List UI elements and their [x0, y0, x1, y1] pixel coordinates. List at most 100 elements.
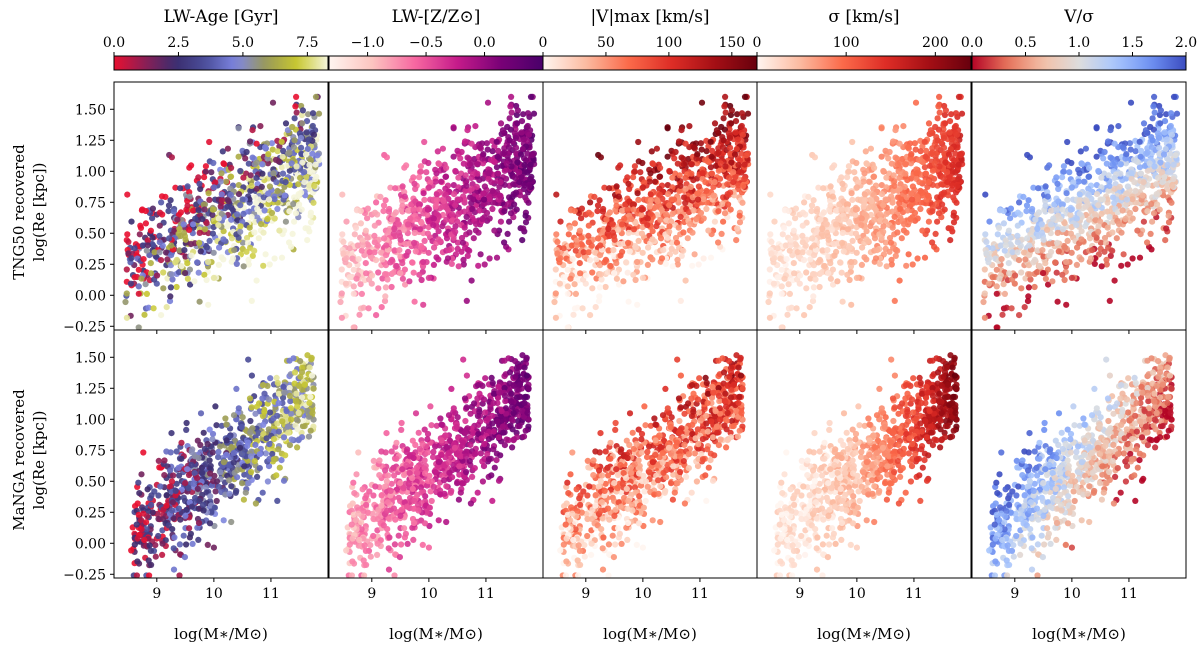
scatter-point	[682, 174, 689, 181]
scatter-point	[848, 258, 855, 266]
scatter-point	[676, 138, 683, 145]
scatter-point	[938, 191, 945, 198]
scatter-point	[1023, 208, 1030, 215]
scatter-point	[838, 269, 845, 276]
scatter-point	[669, 174, 676, 181]
scatter-point	[365, 305, 372, 312]
scatter-point	[266, 183, 273, 190]
scatter-point	[366, 249, 373, 256]
scatter-point	[862, 148, 869, 155]
scatter-point	[1078, 256, 1085, 263]
scatter-point	[258, 183, 265, 190]
scatter-point	[861, 170, 868, 177]
scatter-point	[307, 219, 315, 226]
scatter-point	[265, 190, 272, 197]
scatter-point	[647, 197, 655, 204]
scatter-point	[732, 129, 739, 136]
scatter-point	[196, 239, 203, 246]
scatter-point	[883, 210, 890, 217]
scatter-point	[727, 206, 734, 213]
scatter-point	[315, 110, 323, 117]
scatter-point	[1042, 260, 1049, 267]
scatter-points	[337, 93, 538, 330]
scatter-point	[924, 183, 931, 190]
scatter-point	[243, 248, 250, 255]
scatter-point	[625, 229, 632, 236]
scatter-point	[1085, 191, 1092, 198]
scatter-point	[585, 239, 592, 246]
scatter-point	[1055, 248, 1062, 255]
scatter-point	[626, 248, 633, 255]
scatter-point	[524, 110, 532, 117]
scatter-point	[379, 256, 386, 263]
scatter-point	[552, 290, 559, 297]
scatter-point	[1118, 262, 1125, 269]
scatter-point	[710, 183, 717, 190]
scatter-point	[726, 134, 734, 142]
scatter-point	[1028, 208, 1035, 215]
scatter-point	[1146, 160, 1153, 167]
scatter-point	[825, 270, 832, 277]
scatter-point	[888, 256, 895, 263]
scatter-point	[1118, 229, 1125, 236]
scatter-point	[915, 156, 923, 163]
scatter-point	[191, 278, 198, 285]
scatter-point	[420, 301, 427, 308]
scatter-point	[569, 256, 576, 263]
scatter-point	[738, 150, 745, 157]
scatter-point	[860, 178, 867, 185]
scatter-point	[489, 148, 496, 155]
scatter-point	[1076, 191, 1083, 198]
scatter-point	[430, 215, 437, 222]
scatter-point	[1024, 298, 1032, 305]
scatter-point	[923, 147, 930, 154]
scatter-point	[630, 174, 637, 181]
scatter-point	[564, 266, 571, 273]
scatter-point	[176, 247, 183, 254]
scatter-point	[224, 223, 231, 230]
scatter-point	[799, 249, 806, 256]
scatter-point	[790, 260, 797, 267]
scatter-point	[1018, 269, 1025, 276]
scatter-point	[1046, 162, 1053, 169]
scatter-point	[900, 123, 907, 130]
scatter-point	[201, 206, 208, 213]
scatter-point	[364, 205, 371, 212]
scatter-point	[357, 220, 364, 227]
scatter-point	[552, 314, 560, 321]
y-tick-label: 0.00	[75, 288, 106, 304]
scatter-point	[1014, 209, 1022, 216]
scatter-point	[1106, 213, 1113, 220]
scatter-point	[1144, 239, 1151, 246]
scatter-point	[645, 244, 652, 251]
scatter-point	[684, 235, 691, 242]
scatter-point	[452, 228, 459, 235]
scatter-point	[505, 200, 512, 208]
scatter-point	[768, 250, 775, 257]
scatter-point	[736, 157, 744, 164]
scatter-point	[934, 115, 941, 122]
scatter-point	[170, 208, 177, 215]
scatter-point	[1040, 236, 1047, 243]
scatter-point	[909, 261, 916, 268]
scatter-point	[786, 290, 794, 297]
colorbar-gradient	[328, 55, 544, 71]
scatter-point	[810, 197, 817, 204]
scatter-point	[251, 247, 258, 254]
scatter-point	[810, 293, 817, 300]
scatter-point	[387, 184, 394, 191]
scatter-point	[243, 148, 250, 156]
scatter-point	[174, 216, 181, 223]
scatter-point	[738, 110, 746, 117]
scatter-point	[514, 159, 521, 166]
scatter-point	[901, 161, 909, 168]
scatter-point	[497, 179, 504, 186]
scatter-point	[728, 107, 736, 114]
scatter-point	[1172, 152, 1179, 159]
scatter-point	[1111, 174, 1118, 181]
scatter-point	[720, 218, 727, 225]
scatter-point	[1137, 153, 1144, 160]
scatter-point	[625, 180, 632, 187]
scatter-point	[811, 154, 819, 161]
scatter-point	[632, 276, 639, 284]
